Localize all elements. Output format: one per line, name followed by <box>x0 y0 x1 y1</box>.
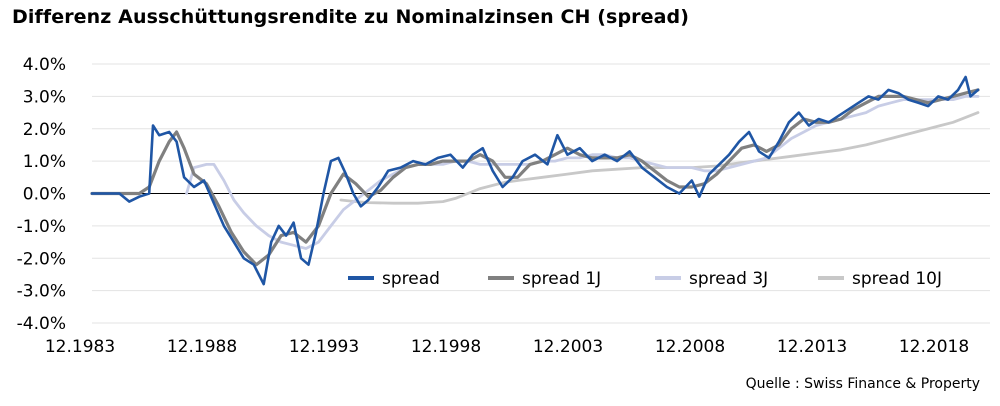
y-tick-label: 3.0% <box>23 87 66 107</box>
y-axis-ticks: 4.0% 3.0% 2.0% 1.0% 0.0% -1.0% -2.0% -3.0% -4.0% <box>17 55 66 334</box>
y-tick-label: -4.0% <box>17 314 66 334</box>
legend-label: spread 1J <box>522 269 601 289</box>
y-tick-label: 0.0% <box>23 185 66 205</box>
legend: spread spread 1J spread 3J spread 10J <box>348 269 942 289</box>
legend-label: spread 3J <box>689 269 768 289</box>
series-line <box>90 75 980 286</box>
y-tick-label: -3.0% <box>17 282 66 302</box>
legend-label: spread <box>382 269 440 289</box>
y-tick-label: -1.0% <box>17 217 66 237</box>
x-tick-label: 12.2018 <box>899 337 969 357</box>
x-tick-label: 12.2008 <box>655 337 725 357</box>
series-lines <box>90 75 980 286</box>
series-line <box>339 111 980 205</box>
x-tick-label: 12.2003 <box>533 337 603 357</box>
x-axis-ticks: 12.1983 12.1988 12.1993 12.1998 12.2003 12.20… <box>45 337 969 357</box>
x-tick-label: 12.1993 <box>289 337 359 357</box>
x-tick-label: 12.1983 <box>45 337 115 357</box>
y-tick-label: -2.0% <box>17 249 66 269</box>
x-tick-label: 12.1998 <box>411 337 481 357</box>
chart-title: Differenz Ausschüttungsrendite zu Nomina… <box>12 6 690 28</box>
legend-label: spread 10J <box>852 269 942 289</box>
source-note: Quelle : Swiss Finance & Property <box>745 376 980 392</box>
x-tick-label: 12.1988 <box>167 337 237 357</box>
y-tick-label: 4.0% <box>23 55 66 75</box>
y-tick-label: 1.0% <box>23 152 66 172</box>
x-tick-label: 12.2013 <box>777 337 847 357</box>
y-tick-label: 2.0% <box>23 120 66 140</box>
